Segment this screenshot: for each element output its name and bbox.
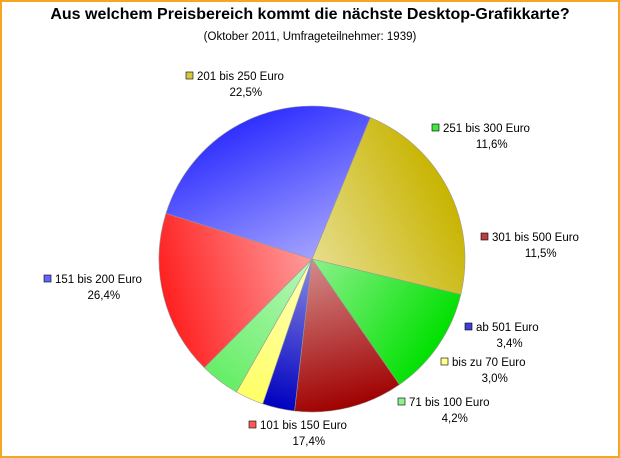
slice-label-6: 71 bis 100 Euro (409, 397, 490, 409)
slice-label-4: ab 501 Euro (476, 322, 539, 334)
slice-label-7: 101 bis 150 Euro (260, 420, 347, 432)
chart-title: Aus welchem Preisbereich kommt die nächs… (50, 6, 570, 23)
slice-label-1: 201 bis 250 Euro (197, 71, 284, 83)
pie-slice-3 (294, 258, 400, 413)
legend-swatch-5 (440, 357, 449, 366)
legend-swatch-3 (480, 232, 489, 241)
legend-swatch-2 (431, 123, 440, 132)
chart-subtitle: (Oktober 2011, Umfrageteilnehmer: 1939) (203, 31, 417, 43)
slice-label-2: 251 bis 300 Euro (443, 123, 530, 135)
slice-label-8: 151 bis 200 Euro (55, 274, 142, 286)
pie-slice-2 (311, 258, 462, 385)
pie-slice-1 (311, 117, 466, 295)
slice-value-8: 26,4% (87, 290, 120, 302)
slice-value-1: 22,5% (229, 87, 262, 99)
slice-value-5: 3,0% (482, 373, 508, 385)
slice-value-7: 17,4% (292, 436, 325, 448)
slice-label-3: 301 bis 500 Euro (492, 232, 579, 244)
legend-swatch-7 (248, 420, 257, 429)
legend-swatch-1 (185, 71, 194, 80)
slice-label-5: bis zu 70 Euro (452, 357, 526, 369)
legend-swatch-8 (43, 274, 52, 283)
legend-swatch-6 (397, 397, 406, 406)
slice-value-2: 11,6% (476, 139, 508, 151)
slice-value-4: 3,4% (496, 338, 522, 350)
legend-swatch-4 (464, 322, 473, 331)
slice-value-6: 4,2% (442, 413, 468, 425)
slice-value-3: 11,5% (525, 248, 557, 260)
pie-slice-8 (165, 105, 371, 260)
pie-slice-7 (158, 212, 313, 369)
